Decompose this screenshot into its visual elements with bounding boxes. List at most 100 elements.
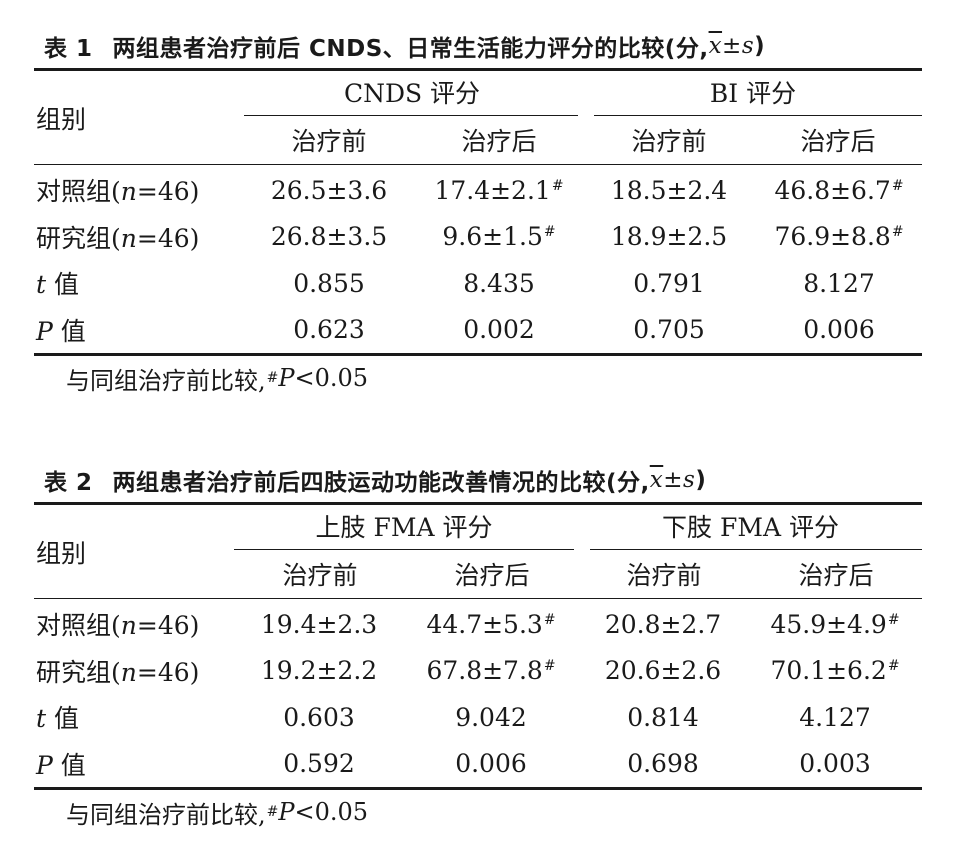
footnote-text: 与同组治疗前比较, xyxy=(66,366,266,395)
column-header: 治疗后 xyxy=(800,127,876,156)
footnote-threshold: <0.05 xyxy=(294,364,369,392)
column-group-header: BI 评分 xyxy=(709,79,797,108)
cell-value: 46.8±6.7 xyxy=(774,175,891,205)
row-label-symbol: t xyxy=(36,704,47,734)
row-label: 对照组(n=46) xyxy=(36,172,199,208)
bottom-rule xyxy=(34,787,922,790)
table-cell: 0.698 xyxy=(578,749,748,778)
footnote-p: P xyxy=(278,798,295,826)
cell-value: 0.006 xyxy=(455,749,527,779)
row-header-label: 组别 xyxy=(36,538,87,568)
row-label-symbol: P xyxy=(36,750,53,780)
column-header: 治疗后 xyxy=(454,561,530,590)
top-rule xyxy=(34,68,922,71)
table-caption: 表 1 两组患者治疗前后 CNDS、日常生活能力评分的比较(分, x ± s ) xyxy=(34,24,922,68)
column-header: 治疗后 xyxy=(798,561,874,590)
row-label-text: 对照组( xyxy=(36,177,121,207)
header-rule xyxy=(34,598,922,599)
row-label-suffix: 值 xyxy=(52,316,86,346)
cell-value: 0.603 xyxy=(283,702,355,732)
cell-value: 0.698 xyxy=(627,749,699,779)
table-header: 组别 上肢 FMA 评分 下肢 FMA 评分 治疗前 治疗后 治疗前 治疗后 xyxy=(34,505,922,598)
table-cell: 19.2±2.2 xyxy=(234,656,404,685)
table-header: 组别 CNDS 评分 BI 评分 治疗前 治疗后 治疗前 治疗后 xyxy=(34,71,922,164)
row-label-text: 研究组( xyxy=(36,657,121,687)
column-header: 治疗前 xyxy=(631,127,707,156)
cell-value: 67.8±7.8 xyxy=(426,656,543,686)
table-row: P 值 0.623 0.002 0.705 0.006 xyxy=(34,307,922,354)
row-label-symbol: P xyxy=(36,316,53,346)
table-row: t 值 0.603 9.042 0.814 4.127 xyxy=(34,694,922,741)
column-group-header: CNDS 评分 xyxy=(343,79,481,108)
table-cell: 0.623 xyxy=(244,315,414,344)
cell-value: 26.5±3.6 xyxy=(270,175,388,205)
table-row: 对照组(n=46) 26.5±3.6 17.4±2.1 # 18.5±2.4 46.8±6… xyxy=(34,167,922,214)
cell-value: 18.9±2.5 xyxy=(610,222,728,252)
cell-value: 18.5±2.4 xyxy=(610,175,728,205)
table-row: 研究组(n=46) 19.2±2.2 67.8±7.8# 20.6±2.6 70.1±6… xyxy=(34,648,922,695)
table-cell: 0.006 xyxy=(406,749,576,778)
footnote-p: P xyxy=(278,364,295,392)
table-cell: 0.006 xyxy=(754,315,924,344)
cell-value: 76.9±8.8 xyxy=(774,222,891,252)
table-cell: 9.6±1.5# xyxy=(414,222,584,251)
footnote-mark: # xyxy=(266,804,279,820)
table-cell: 20.8±2.7 xyxy=(578,610,748,639)
group-rule xyxy=(594,115,922,116)
top-rule xyxy=(34,502,922,505)
significance-mark: # xyxy=(891,177,904,194)
bottom-rule xyxy=(34,353,922,356)
caption-close-paren: ) xyxy=(695,467,707,493)
significance-mark: # xyxy=(887,658,900,675)
table-cell: 0.592 xyxy=(234,749,404,778)
table-row: 研究组(n=46) 26.8±3.5 9.6±1.5# 18.9±2.5 76.9±8.… xyxy=(34,214,922,261)
row-label-suffix: =46) xyxy=(136,223,200,253)
table-cell: 0.791 xyxy=(584,269,754,298)
cell-value: 0.705 xyxy=(633,315,705,345)
header-rule xyxy=(34,164,922,165)
row-label-suffix: 值 xyxy=(52,750,86,780)
cell-value: 8.435 xyxy=(463,268,535,298)
caption-plusminus: ± xyxy=(722,33,742,59)
table-body: 对照组(n=46) 19.4±2.3 44.7±5.3# 20.8±2.7 45.9±4… xyxy=(34,599,922,787)
row-label: t 值 xyxy=(36,699,79,735)
group-rule xyxy=(234,549,574,550)
significance-mark: # xyxy=(543,658,556,675)
caption-title: 两组患者治疗前后 CNDS、日常生活能力评分的比较(分, xyxy=(112,36,709,62)
table-cell: 18.9±2.5 xyxy=(584,222,754,251)
row-label-suffix: =46) xyxy=(136,611,200,641)
table-cell: 46.8±6.7# xyxy=(754,176,924,205)
cell-value: 0.623 xyxy=(293,315,365,345)
cell-value: 0.855 xyxy=(293,268,365,298)
row-label-symbol: t xyxy=(36,270,47,300)
cell-value: 17.4±2.1 xyxy=(434,175,551,205)
row-label: P 值 xyxy=(36,746,86,782)
table-cell: 0.814 xyxy=(578,703,748,732)
table-cell: 8.435 xyxy=(414,269,584,298)
row-label: t 值 xyxy=(36,265,79,301)
table-cell: 18.5±2.4 xyxy=(584,176,754,205)
table-1: 表 1 两组患者治疗前后 CNDS、日常生活能力评分的比较(分, x ± s )… xyxy=(34,24,922,400)
cell-value: 19.4±2.3 xyxy=(260,609,378,639)
table-footnote: 与同组治疗前比较, # P <0.05 xyxy=(34,356,922,400)
table-cell: 4.127 xyxy=(750,703,920,732)
table-row: 对照组(n=46) 19.4±2.3 44.7±5.3# 20.8±2.7 45.9±4… xyxy=(34,601,922,648)
cell-value: 45.9±4.9 xyxy=(770,609,887,639)
cell-value: 20.6±2.6 xyxy=(604,656,722,686)
cell-value: 8.127 xyxy=(803,268,875,298)
group-rule xyxy=(244,115,578,116)
caption-close-paren: ) xyxy=(754,33,766,59)
table-cell: 0.855 xyxy=(244,269,414,298)
row-label-suffix: 值 xyxy=(46,270,79,300)
caption-number: 表 2 xyxy=(44,470,93,496)
caption-mean-symbol: x xyxy=(708,33,723,59)
row-label-suffix: 值 xyxy=(46,704,79,734)
significance-mark: # xyxy=(891,224,904,241)
table-cell: 19.4±2.3 xyxy=(234,610,404,639)
column-header: 治疗前 xyxy=(626,561,702,590)
row-label-text: 对照组( xyxy=(36,611,121,641)
table-2: 表 2 两组患者治疗前后四肢运动功能改善情况的比较(分, x ± s ) 组别 … xyxy=(34,458,922,834)
cell-value: 0.592 xyxy=(283,749,355,779)
cell-value: 19.2±2.2 xyxy=(260,656,378,686)
table-cell: 0.705 xyxy=(584,315,754,344)
